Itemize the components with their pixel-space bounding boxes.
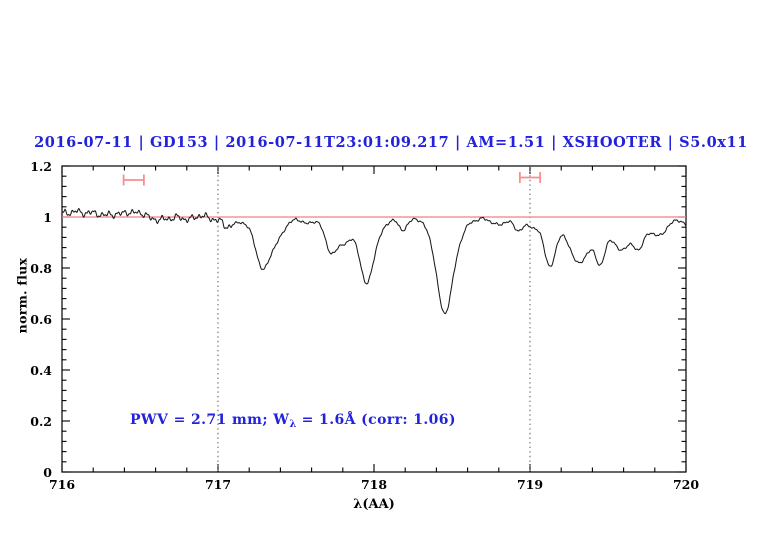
- x-axis-label: λ(AA): [353, 497, 395, 512]
- y-tick-label-0-2: 0.2: [30, 414, 52, 429]
- x-tick-label-718: 718: [360, 477, 388, 492]
- y-tick-label-1-2: 1.2: [30, 159, 52, 174]
- y-tick-label-0-6: 0.6: [30, 312, 52, 327]
- x-tick-label-716: 716: [48, 477, 76, 492]
- pwv-annotation: PWV = 2.71 mm; Wλ = 1.6Å (corr: 1.06): [130, 412, 456, 430]
- axis-ticks: [61, 165, 687, 473]
- pwv-annotation-prefix: PWV = 2.71 mm; W: [130, 412, 290, 428]
- x-tick-label-720: 720: [672, 477, 700, 492]
- lambda-subscript: λ: [289, 418, 297, 430]
- y-tick-label-0: 0: [43, 465, 52, 480]
- y-tick-label-0-8: 0.8: [30, 261, 52, 276]
- x-tick-label-717: 717: [204, 477, 232, 492]
- y-tick-label-0-4: 0.4: [30, 363, 52, 378]
- marker-brackets: [122, 171, 542, 186]
- spectrum-curve: [61, 208, 687, 315]
- pwv-annotation-suffix: = 1.6Å (corr: 1.06): [296, 412, 456, 428]
- page-title: 2016-07-11 | GD153 | 2016-07-11T23:01:09…: [34, 134, 748, 151]
- x-tick-label-719: 719: [516, 477, 544, 492]
- y-tick-label-1: 1: [43, 210, 52, 225]
